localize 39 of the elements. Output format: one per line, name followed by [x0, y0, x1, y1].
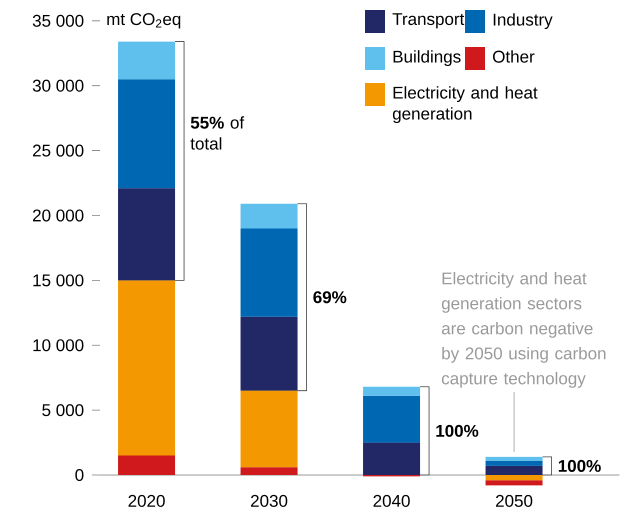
y-tick-label: 0	[75, 469, 84, 482]
x-tick-label: 2040	[374, 494, 410, 507]
bar	[240, 467, 298, 476]
annotation: Electricity and heat generation sectors are carbon negative by 2050 using carbon capture technology	[442, 272, 606, 388]
x-tick-label: 2020	[128, 494, 165, 507]
x-tick-label: 2030	[251, 494, 288, 507]
bar	[118, 280, 176, 456]
bar	[363, 396, 420, 443]
y-tick-label: 5 000	[42, 404, 84, 416]
bar	[118, 79, 176, 188]
bar	[240, 316, 298, 391]
y-tick-label: 15 000	[33, 274, 84, 286]
legend-label: Transport	[392, 13, 464, 28]
bar	[240, 228, 298, 317]
bar	[363, 386, 420, 396]
bar	[363, 442, 420, 476]
x-tick-label: 2050	[496, 494, 532, 507]
bar	[486, 466, 543, 476]
legend-label: Buildings	[394, 50, 461, 66]
y-tick-label: 35 000	[32, 14, 84, 27]
legend-label: Industry	[494, 13, 553, 30]
y-tick-label: 10 000	[33, 339, 84, 352]
annotation: 69%	[313, 291, 346, 304]
legend-label: Electricity and heat generation	[392, 86, 538, 124]
bar	[486, 460, 543, 466]
bar	[118, 456, 176, 476]
bar	[240, 390, 298, 468]
bar	[118, 42, 176, 80]
annotation: 100%	[558, 460, 601, 472]
y-tick-label: 30 000	[32, 80, 84, 92]
bar	[486, 456, 543, 461]
bar	[118, 188, 176, 280]
y-tick-label: 20 000	[33, 209, 84, 222]
annotation: 100%	[436, 424, 478, 437]
y-axis-title: mt CO$_{2}$eq	[107, 13, 180, 28]
annotation: 55% of total	[190, 116, 244, 150]
legend-label: Other	[493, 50, 534, 63]
bar	[240, 204, 298, 228]
y-tick-label: 25 000	[33, 144, 84, 157]
